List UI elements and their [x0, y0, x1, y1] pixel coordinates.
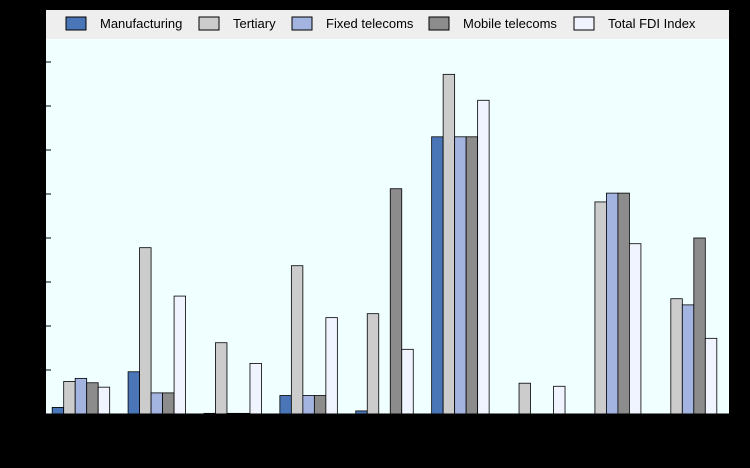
bar-total-fdi-index [97, 386, 111, 415]
bar-total-fdi-index [173, 295, 186, 415]
bar-fixed-telecoms [302, 395, 315, 415]
bar-manufacturing [279, 395, 292, 415]
legend-swatch [198, 16, 220, 31]
bar-fixed-telecoms [74, 377, 88, 415]
bar-manufacturing [431, 136, 444, 415]
bar-mobile-telecoms [465, 136, 479, 415]
legend-label: Total FDI Index [608, 16, 696, 31]
bar-tertiary [594, 201, 607, 415]
bar-fixed-telecoms [681, 304, 695, 415]
bar-tertiary [215, 342, 228, 415]
bar-tertiary [670, 298, 683, 415]
legend-swatch [291, 16, 313, 31]
bar-tertiary [139, 247, 152, 415]
legend-label: Manufacturing [100, 16, 182, 31]
bar-total-fdi-index [704, 337, 718, 415]
bar-tertiary [442, 73, 456, 415]
bar-total-fdi-index [553, 385, 566, 415]
legend-swatch [573, 16, 595, 31]
legend-label: Tertiary [233, 16, 276, 31]
legend-band [46, 10, 729, 39]
bar-total-fdi-index [629, 243, 642, 415]
legend-swatch [428, 16, 450, 31]
bar-fixed-telecoms [454, 136, 467, 415]
bar-mobile-telecoms [389, 188, 403, 415]
bar-total-fdi-index [325, 317, 338, 415]
bars-group [51, 73, 718, 415]
bar-mobile-telecoms [693, 237, 706, 415]
legend-label: Fixed telecoms [326, 16, 414, 31]
legend-swatch [65, 16, 87, 31]
bar-total-fdi-index [401, 348, 414, 415]
bar-mobile-telecoms [617, 192, 630, 415]
bar-mobile-telecoms [313, 395, 327, 415]
y-axis [46, 61, 51, 415]
bar-mobile-telecoms [162, 392, 175, 415]
legend-label: Mobile telecoms [463, 16, 557, 31]
bar-tertiary [366, 313, 380, 415]
bar-fixed-telecoms [606, 192, 619, 415]
bar-total-fdi-index [249, 362, 262, 415]
bar-manufacturing [127, 371, 140, 415]
bar-mobile-telecoms [86, 382, 99, 415]
bar-tertiary [290, 265, 304, 415]
legend: Manufacturing Tertiary Fixed telecoms Mobil… [65, 16, 696, 31]
bar-tertiary [63, 381, 76, 415]
bar-tertiary [518, 382, 531, 415]
bar-fixed-telecoms [150, 392, 163, 415]
bar-manufacturing [51, 406, 65, 415]
bar-total-fdi-index [477, 99, 490, 415]
